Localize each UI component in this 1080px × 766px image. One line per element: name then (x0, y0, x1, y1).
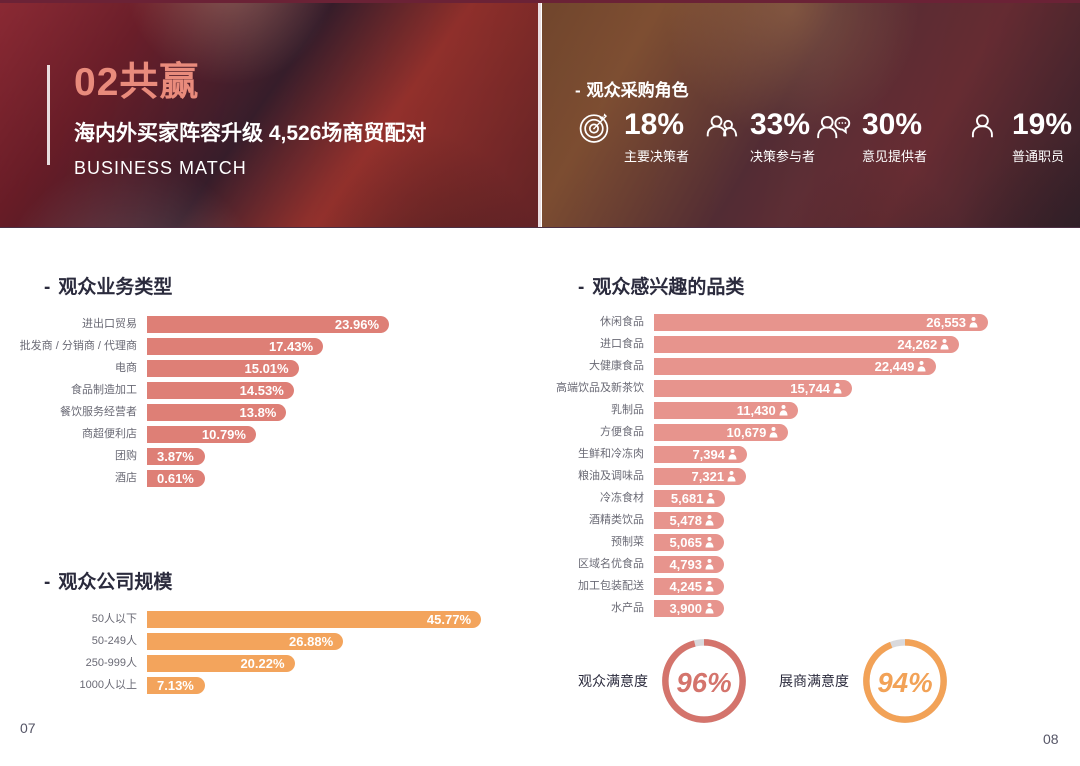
svg-text:94%: 94% (877, 667, 932, 698)
svg-text:96%: 96% (676, 667, 731, 698)
